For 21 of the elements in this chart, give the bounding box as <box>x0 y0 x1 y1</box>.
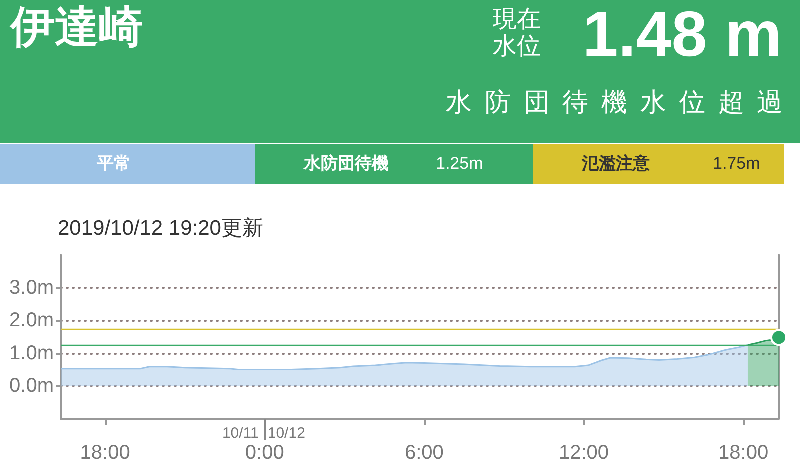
x-tick-label: 18:00 <box>80 442 130 464</box>
y-tick-label: 0.0m <box>10 375 54 398</box>
legend-label: 氾濫注意 <box>582 153 650 175</box>
legend-label: 水防団待機 <box>304 153 389 175</box>
chart-subtitle: 2019/10/12 19:20更新 <box>58 217 264 240</box>
text: 10/12 <box>268 425 306 442</box>
y-tick-label: 3.0m <box>10 276 54 299</box>
text: 現在水位 <box>493 6 542 60</box>
text: 水防団待機水位超過 <box>446 87 796 117</box>
x-tick-label: 18:00 <box>718 442 769 464</box>
chart-title: 伊達崎 <box>11 3 143 52</box>
x-tick-label: 6:00 <box>404 442 444 464</box>
text: 1.25m <box>436 153 484 175</box>
x-tick-label: 12:00 <box>558 442 610 464</box>
text: 1.75m <box>713 153 760 175</box>
text: 平常 <box>97 153 131 175</box>
y-tick-label: 1.0m <box>10 342 54 364</box>
y-tick-label: 2.0m <box>10 310 54 332</box>
text: 10/11 <box>222 425 259 442</box>
x-tick-label: 0:00 <box>245 442 284 464</box>
text: 1.48 m <box>582 0 782 70</box>
